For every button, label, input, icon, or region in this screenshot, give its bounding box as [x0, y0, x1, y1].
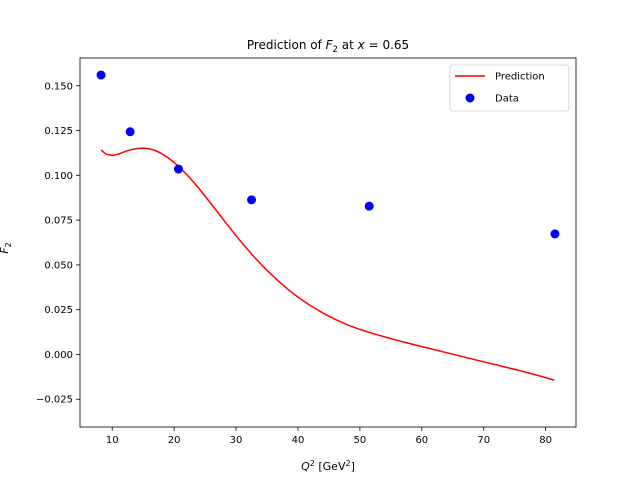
y-tick-label: 0.025	[44, 305, 73, 316]
x-tick-label: 60	[415, 435, 428, 446]
x-tick-label: 20	[168, 435, 181, 446]
y-tick-label: 0.125	[44, 126, 73, 137]
data-point	[173, 164, 183, 174]
x-axis-label: Q2 [GeV2]	[301, 459, 355, 473]
data-point	[96, 70, 106, 80]
y-tick-label: −0.025	[36, 395, 73, 406]
y-tick-label: 0.000	[44, 350, 73, 361]
chart-title: Prediction of F2 at x = 0.65	[247, 38, 409, 55]
y-axis: −0.025 0.000 0.025 0.050 0.075 0.100 0.125 0.15…	[36, 81, 80, 406]
x-tick-label: 10	[106, 435, 119, 446]
y-axis-label: F2	[0, 242, 13, 253]
y-tick-label: 0.050	[44, 260, 73, 271]
data-point	[550, 229, 560, 239]
x-tick-label: 40	[292, 435, 305, 446]
x-axis: 10 20 30 40 50 60 70 80	[106, 427, 552, 446]
axes-frame	[79, 57, 577, 428]
x-tick-label: 50	[354, 435, 367, 446]
y-tick-label: 0.075	[44, 216, 73, 227]
x-tick-label: 80	[539, 435, 552, 446]
x-tick-label: 30	[230, 435, 243, 446]
prediction-line	[100, 147, 555, 381]
legend-label: Data	[495, 94, 519, 105]
data-point	[364, 201, 374, 211]
data-point	[247, 195, 257, 205]
legend-label: Prediction	[495, 72, 545, 83]
legend: Prediction Data	[449, 64, 570, 112]
y-tick-label: 0.100	[44, 171, 73, 182]
legend-swatch-data	[465, 93, 475, 103]
x-tick-label: 70	[477, 435, 490, 446]
data-point	[125, 127, 135, 137]
y-tick-label: 0.150	[44, 81, 73, 92]
plot-area	[96, 70, 560, 381]
